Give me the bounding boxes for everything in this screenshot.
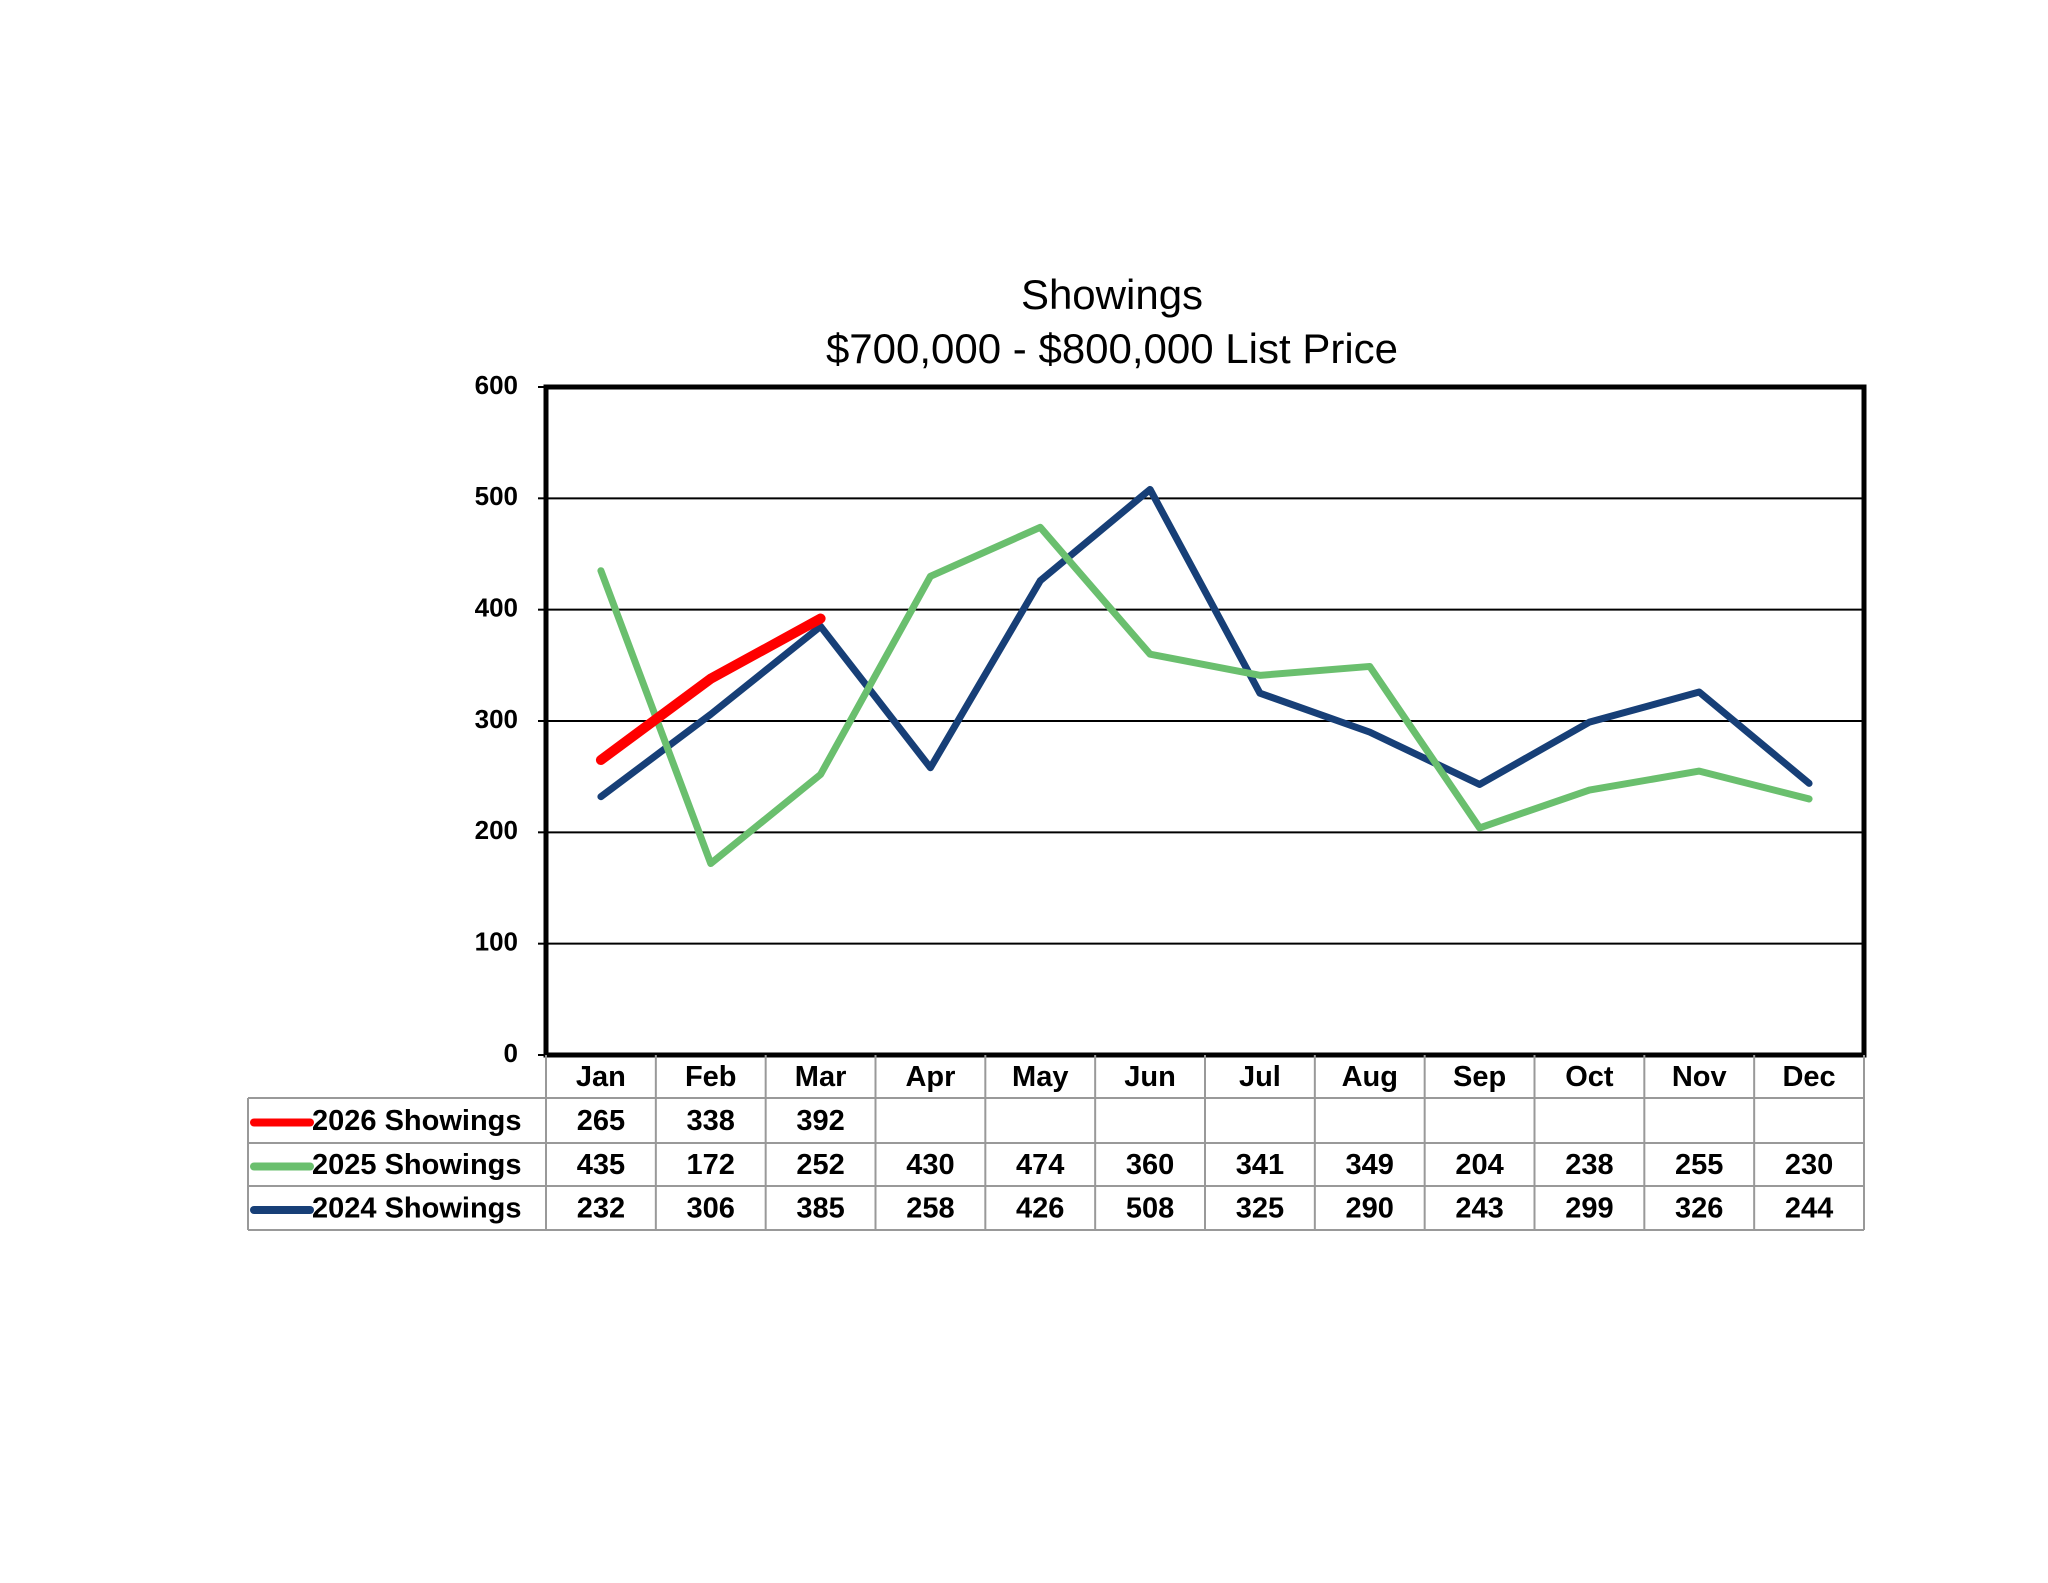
- table-value: 252: [796, 1149, 844, 1181]
- table-value: 430: [906, 1149, 954, 1181]
- x-tick-label: May: [1012, 1061, 1068, 1093]
- x-tick-label: Nov: [1672, 1061, 1727, 1093]
- table-value: 341: [1236, 1149, 1284, 1181]
- chart-subtitle: $700,000 - $800,000 List Price: [826, 325, 1398, 372]
- table-value: 474: [1016, 1149, 1064, 1181]
- table-value: 244: [1785, 1193, 1833, 1225]
- x-tick-label: Dec: [1782, 1061, 1835, 1093]
- y-tick-label: 400: [475, 593, 518, 623]
- y-tick-label: 300: [475, 704, 518, 734]
- series-line: [597, 523, 1813, 868]
- legend-label: 2026 Showings: [312, 1105, 522, 1137]
- x-tick-label: Apr: [905, 1061, 955, 1093]
- table-value: 435: [577, 1149, 625, 1181]
- table-value: 299: [1565, 1193, 1613, 1225]
- table-value: 392: [796, 1105, 844, 1137]
- chart-title: Showings: [1021, 271, 1203, 318]
- table-value: 204: [1455, 1149, 1503, 1181]
- x-tick-label: Feb: [685, 1061, 737, 1093]
- table-value: 232: [577, 1193, 625, 1225]
- table-value: 508: [1126, 1193, 1174, 1225]
- x-tick-label: Oct: [1565, 1061, 1614, 1093]
- legend-label: 2024 Showings: [312, 1193, 522, 1225]
- table-value: 172: [687, 1149, 735, 1181]
- y-tick-label: 200: [475, 815, 518, 845]
- x-tick-label: Jan: [576, 1061, 626, 1093]
- series-line: [597, 485, 1813, 801]
- table-value: 238: [1565, 1149, 1613, 1181]
- table-value: 258: [906, 1193, 954, 1225]
- table-value: 255: [1675, 1149, 1723, 1181]
- table-value: 230: [1785, 1149, 1833, 1181]
- y-tick-label: 100: [475, 927, 518, 957]
- y-tick-label: 500: [475, 481, 518, 511]
- table-value: 338: [687, 1105, 735, 1137]
- table-value: 349: [1346, 1149, 1394, 1181]
- table-value: 325: [1236, 1193, 1284, 1225]
- table-value: 426: [1016, 1193, 1064, 1225]
- y-tick-label: 600: [475, 370, 518, 400]
- table-value: 290: [1346, 1193, 1394, 1225]
- x-tick-label: Mar: [795, 1061, 847, 1093]
- table-value: 265: [577, 1105, 625, 1137]
- table-value: 360: [1126, 1149, 1174, 1181]
- x-tick-label: Jun: [1124, 1061, 1176, 1093]
- legend-label: 2025 Showings: [312, 1149, 522, 1181]
- y-tick-label: 0: [504, 1038, 518, 1068]
- table-value: 243: [1455, 1193, 1503, 1225]
- series-line: [595, 613, 826, 765]
- x-tick-label: Sep: [1453, 1061, 1506, 1093]
- table-value: 306: [687, 1193, 735, 1225]
- x-tick-label: Aug: [1342, 1061, 1398, 1093]
- x-tick-label: Jul: [1239, 1061, 1281, 1093]
- table-value: 385: [796, 1193, 844, 1225]
- table-value: 326: [1675, 1193, 1723, 1225]
